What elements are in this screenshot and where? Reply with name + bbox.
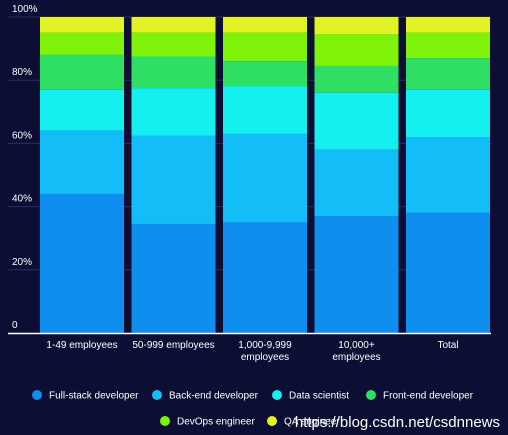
watermark-text: https://blog.csdn.net/csdnnews bbox=[294, 414, 500, 431]
legend-marker-1 bbox=[32, 390, 42, 400]
bar-4-5 bbox=[406, 58, 490, 90]
bar-1-2 bbox=[131, 223, 216, 333]
legend-label-1: Full-stack developer bbox=[49, 391, 139, 402]
y-tick-label-20: 20% bbox=[12, 257, 32, 268]
bar-6-1 bbox=[40, 17, 124, 33]
legend-marker-4 bbox=[366, 390, 376, 400]
legend-label-5: DevOps engineer bbox=[177, 417, 255, 428]
bar-2-4 bbox=[314, 149, 399, 217]
legend-marker-3 bbox=[272, 390, 282, 400]
x-tick-label-4: 10,000+ employees bbox=[332, 340, 380, 363]
bar-1-4 bbox=[314, 216, 399, 333]
bar-6-4 bbox=[314, 17, 399, 35]
bar-1-5 bbox=[406, 212, 490, 333]
bar-1-3 bbox=[223, 222, 307, 333]
bar-4-4 bbox=[314, 65, 399, 93]
bar-3-3 bbox=[223, 86, 307, 134]
bar-2-2 bbox=[131, 135, 216, 224]
y-tick-label-100: 100% bbox=[12, 4, 38, 15]
y-tick-label-0: 0 bbox=[12, 320, 18, 331]
legend-label-2: Back-end developer bbox=[169, 391, 259, 402]
x-tick-label-2: 50-999 employees bbox=[132, 340, 214, 351]
bar-6-5 bbox=[406, 17, 490, 33]
y-tick-label-80: 80% bbox=[12, 67, 32, 78]
legend-marker-5 bbox=[160, 416, 170, 426]
bar-4-3 bbox=[223, 61, 307, 87]
bar-3-2 bbox=[131, 88, 216, 136]
bar-2-5 bbox=[406, 137, 490, 213]
bar-6-3 bbox=[223, 17, 307, 33]
bar-3-5 bbox=[406, 89, 490, 138]
bar-5-4 bbox=[314, 34, 399, 66]
bar-3-4 bbox=[314, 92, 399, 150]
legend-label-4: Front-end developer bbox=[383, 391, 474, 402]
x-tick-label-3: 1,000-9,999 employees bbox=[238, 340, 292, 363]
y-tick-label-40: 40% bbox=[12, 194, 32, 205]
bar-5-3 bbox=[223, 32, 307, 62]
bar-3-1 bbox=[40, 89, 124, 131]
bar-5-1 bbox=[40, 32, 124, 55]
x-tick-label-1: 1-49 employees bbox=[46, 340, 117, 351]
bar-1-1 bbox=[40, 193, 124, 333]
bar-4-1 bbox=[40, 54, 124, 90]
x-tick-label-5: Total bbox=[437, 340, 458, 351]
legend-label-6: QA engineer bbox=[284, 417, 340, 428]
bar-2-3 bbox=[223, 133, 307, 223]
y-tick-label-60: 60% bbox=[12, 130, 32, 141]
legend-label-3: Data scientist bbox=[289, 391, 349, 402]
bar-2-1 bbox=[40, 130, 124, 194]
bar-4-2 bbox=[131, 56, 216, 89]
legend-marker-6 bbox=[267, 416, 277, 426]
bar-5-5 bbox=[406, 32, 490, 59]
bar-6-2 bbox=[131, 17, 216, 33]
bar-5-2 bbox=[131, 32, 216, 57]
legend-marker-2 bbox=[152, 390, 162, 400]
